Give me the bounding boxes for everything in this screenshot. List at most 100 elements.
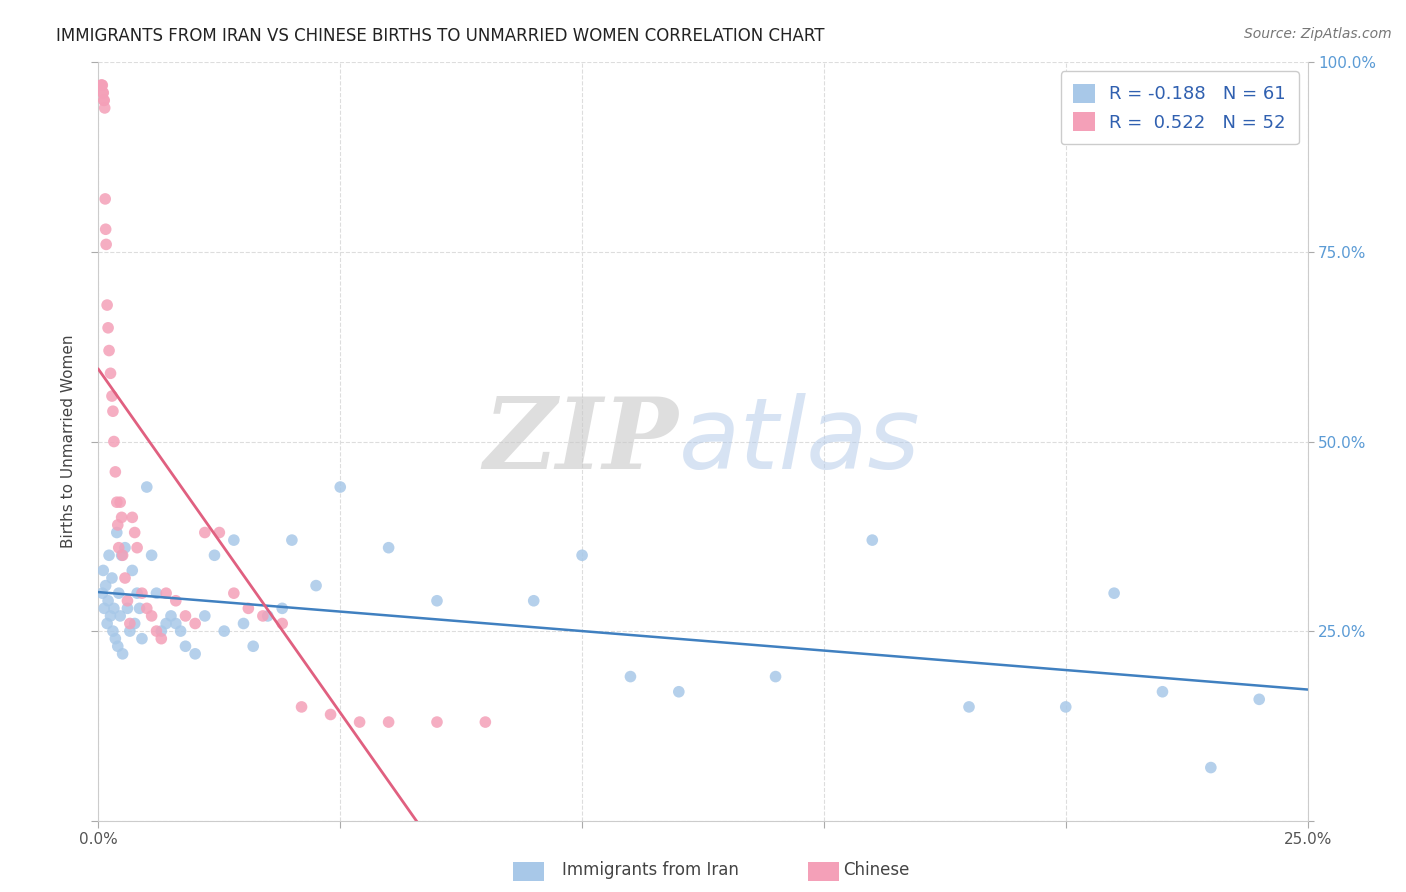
Point bbox=[174, 608, 197, 623]
Point bbox=[194, 525, 217, 540]
Point bbox=[96, 298, 118, 312]
Point bbox=[174, 639, 197, 653]
Point bbox=[118, 616, 141, 631]
Point bbox=[101, 389, 124, 403]
Point bbox=[104, 632, 127, 646]
Point bbox=[135, 480, 157, 494]
Point bbox=[90, 78, 112, 92]
Point bbox=[114, 571, 136, 585]
Point bbox=[426, 594, 449, 608]
Text: atlas: atlas bbox=[679, 393, 921, 490]
Point bbox=[97, 320, 120, 334]
Point bbox=[1152, 685, 1174, 699]
Point bbox=[103, 434, 125, 449]
Point bbox=[290, 699, 312, 714]
Point bbox=[93, 94, 115, 108]
Point bbox=[101, 624, 124, 639]
Point bbox=[128, 601, 150, 615]
Point bbox=[96, 616, 118, 631]
Point bbox=[105, 495, 128, 509]
Y-axis label: Births to Unmarried Women: Births to Unmarried Women bbox=[60, 334, 76, 549]
Point bbox=[222, 586, 245, 600]
Point bbox=[104, 465, 127, 479]
Point bbox=[91, 86, 114, 100]
Point bbox=[105, 525, 128, 540]
Point bbox=[107, 517, 129, 532]
Point bbox=[208, 525, 231, 540]
Point bbox=[121, 564, 143, 578]
Point bbox=[91, 86, 114, 100]
Point bbox=[91, 78, 114, 92]
Point bbox=[957, 699, 980, 714]
Point bbox=[131, 586, 153, 600]
Point bbox=[1249, 692, 1271, 706]
Point bbox=[114, 541, 136, 555]
Point bbox=[101, 404, 124, 418]
Point bbox=[271, 601, 294, 615]
Point bbox=[100, 366, 122, 380]
Legend: R = -0.188   N = 61, R =  0.522   N = 52: R = -0.188 N = 61, R = 0.522 N = 52 bbox=[1060, 71, 1299, 145]
Point bbox=[127, 586, 149, 600]
Point bbox=[242, 639, 264, 653]
Text: IMMIGRANTS FROM IRAN VS CHINESE BIRTHS TO UNMARRIED WOMEN CORRELATION CHART: IMMIGRANTS FROM IRAN VS CHINESE BIRTHS T… bbox=[56, 27, 825, 45]
Text: ZIP: ZIP bbox=[484, 393, 679, 490]
Point bbox=[668, 685, 690, 699]
Point bbox=[90, 78, 112, 92]
Point bbox=[141, 608, 163, 623]
Text: Immigrants from Iran: Immigrants from Iran bbox=[562, 861, 740, 879]
Point bbox=[165, 616, 187, 631]
Point bbox=[141, 548, 163, 563]
Point bbox=[349, 715, 371, 730]
Point bbox=[97, 594, 120, 608]
Point bbox=[111, 647, 134, 661]
Point bbox=[93, 601, 115, 615]
Text: Chinese: Chinese bbox=[844, 861, 910, 879]
Point bbox=[271, 616, 294, 631]
Point bbox=[91, 586, 114, 600]
Point bbox=[329, 480, 352, 494]
Point bbox=[184, 616, 207, 631]
Point bbox=[91, 564, 114, 578]
Point bbox=[124, 616, 146, 631]
Point bbox=[169, 624, 191, 639]
Point bbox=[103, 601, 125, 615]
Point bbox=[184, 647, 207, 661]
Point bbox=[377, 541, 399, 555]
Point bbox=[145, 624, 167, 639]
Point bbox=[222, 533, 245, 548]
Point bbox=[252, 608, 274, 623]
Point bbox=[98, 343, 121, 358]
Point bbox=[118, 624, 141, 639]
Point bbox=[160, 608, 183, 623]
Point bbox=[94, 222, 117, 236]
Point bbox=[107, 586, 129, 600]
Point bbox=[377, 715, 399, 730]
Point bbox=[860, 533, 883, 548]
Point bbox=[1054, 699, 1077, 714]
Point bbox=[93, 101, 115, 115]
Point bbox=[426, 715, 449, 730]
Point bbox=[124, 525, 146, 540]
Point bbox=[238, 601, 260, 615]
Point bbox=[101, 571, 124, 585]
Point bbox=[281, 533, 304, 548]
Point bbox=[111, 510, 134, 524]
Point bbox=[765, 669, 787, 683]
Point bbox=[474, 715, 496, 730]
Point bbox=[108, 608, 131, 623]
Point bbox=[94, 192, 117, 206]
Point bbox=[619, 669, 641, 683]
Point bbox=[232, 616, 254, 631]
Point bbox=[108, 495, 131, 509]
Point bbox=[121, 510, 143, 524]
Point bbox=[117, 594, 139, 608]
Point bbox=[150, 632, 173, 646]
Point bbox=[523, 594, 546, 608]
Point bbox=[194, 608, 217, 623]
Point bbox=[1102, 586, 1125, 600]
Point bbox=[111, 548, 134, 563]
Point bbox=[96, 237, 118, 252]
Point bbox=[117, 601, 139, 615]
Point bbox=[98, 548, 121, 563]
Point bbox=[165, 594, 187, 608]
